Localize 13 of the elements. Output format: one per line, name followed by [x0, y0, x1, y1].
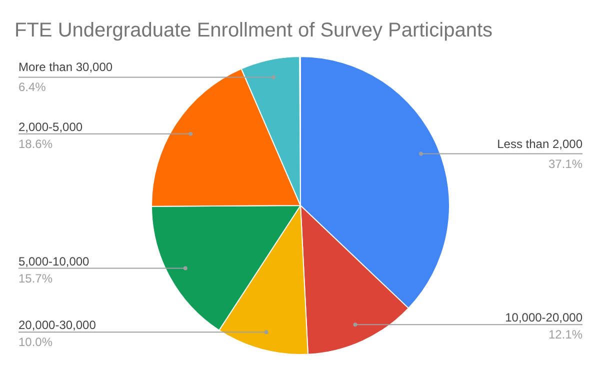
data-label: 15.7% [18, 271, 53, 286]
chart-title: FTE Undergraduate Enrollment of Survey Participants [14, 20, 492, 42]
data-label: 18.6% [18, 136, 53, 151]
slice-label: 20,000-30,000 [18, 318, 96, 332]
data-label: 6.4% [18, 80, 46, 94]
slice-label: More than 30,000 [18, 60, 113, 74]
data-label: 10.0% [18, 335, 53, 350]
slice-label: Less than 2,000 [497, 136, 583, 151]
slice-label: 5,000-10,000 [18, 254, 90, 268]
slice-label: 2,000-5,000 [18, 120, 83, 134]
data-label: 12.1% [548, 328, 583, 342]
data-label: 37.1% [548, 156, 583, 171]
slice-label: 10,000-20,000 [505, 310, 583, 325]
